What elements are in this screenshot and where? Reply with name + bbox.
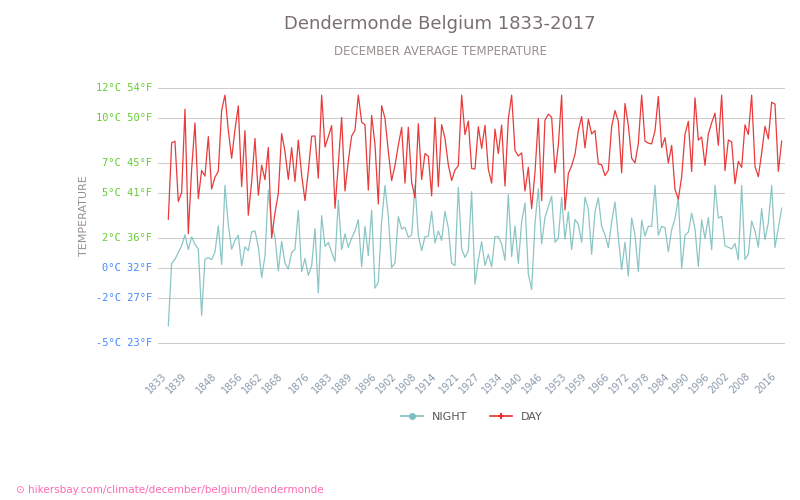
Text: ⊙ hikersbay.com/climate/december/belgium/dendermonde: ⊙ hikersbay.com/climate/december/belgium…: [16, 485, 324, 495]
Y-axis label: TEMPERATURE: TEMPERATURE: [79, 175, 89, 256]
Text: 2°C 36°F: 2°C 36°F: [102, 233, 152, 243]
Text: 0°C 32°F: 0°C 32°F: [102, 263, 152, 273]
Legend: NIGHT, DAY: NIGHT, DAY: [397, 408, 547, 426]
Text: 10°C 50°F: 10°C 50°F: [96, 112, 152, 122]
Text: DECEMBER AVERAGE TEMPERATURE: DECEMBER AVERAGE TEMPERATURE: [334, 45, 546, 58]
Text: 7°C 45°F: 7°C 45°F: [102, 158, 152, 168]
Text: Dendermonde Belgium 1833-2017: Dendermonde Belgium 1833-2017: [284, 15, 596, 33]
Text: 12°C 54°F: 12°C 54°F: [96, 82, 152, 92]
Text: -2°C 27°F: -2°C 27°F: [96, 293, 152, 303]
Text: -5°C 23°F: -5°C 23°F: [96, 338, 152, 348]
Text: 5°C 41°F: 5°C 41°F: [102, 188, 152, 198]
